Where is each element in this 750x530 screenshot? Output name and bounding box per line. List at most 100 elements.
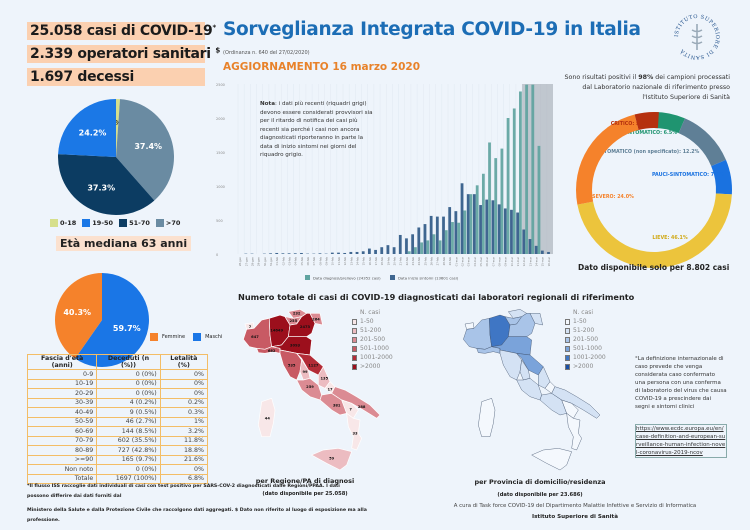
x-tick-label: 29-gen — [257, 257, 261, 266]
legend-label: 51-200 — [360, 327, 382, 334]
bar-diagnosis — [512, 108, 516, 254]
bar-symptom-onset — [510, 209, 513, 254]
bar-symptom-onset — [275, 252, 279, 254]
x-tick-label: 14-mar — [535, 256, 539, 266]
total-cases: 25.058 casi di COVID-19 — [30, 23, 213, 39]
table-row: >=90 165 (9.7%) 21.6% — [26, 454, 209, 465]
legend-swatch — [565, 345, 570, 352]
legend-swatch — [352, 345, 357, 352]
bar-symptom-onset — [374, 249, 377, 254]
table-row: Non noto 0 (0%) 0% — [26, 464, 209, 475]
x-tick-label: 01-mar — [454, 256, 458, 266]
bar-diagnosis — [457, 222, 461, 254]
x-tick-label: 12-feb — [343, 257, 347, 266]
table-cell: 21.6% — [159, 454, 209, 465]
x-tick-label: 19-feb — [386, 257, 390, 266]
bar-symptom-onset — [343, 252, 347, 254]
bar-symptom-onset — [337, 252, 340, 254]
bar-diagnosis — [494, 158, 498, 254]
table-row: Totale 1697 (100%) 6.8% — [26, 473, 209, 484]
bar-diagnosis — [537, 145, 541, 254]
table-cell: 46 (2.7%) — [96, 416, 161, 427]
sex-pie-chart: 59.7% 40.3% — [54, 273, 149, 367]
x-tick-label: 30-gen — [263, 257, 267, 266]
y-tick-label: 500 — [216, 219, 223, 223]
bar-symptom-onset — [516, 212, 520, 254]
legend-item: 1-50 — [565, 317, 606, 326]
x-tick-label: 10-feb — [331, 257, 335, 266]
region-map-caption: per Regione/PA di diagnosi — [255, 477, 355, 485]
x-tick-label: 13-mar — [528, 256, 532, 266]
y-tick-label: 2000 — [216, 117, 225, 121]
bar-diagnosis — [451, 222, 454, 254]
slice-label: 40.3% — [63, 308, 91, 317]
table-cell: 6.8% — [159, 473, 209, 484]
region-case-count: 2473 — [300, 325, 311, 329]
region-sardegna — [257, 397, 276, 437]
x-tick-label: 04-feb — [294, 257, 298, 266]
ordinance: (Ordinanza n. 640 del 27/02/2020) — [223, 50, 310, 56]
x-tick-label: 23-feb — [411, 257, 415, 266]
province-map — [463, 309, 600, 471]
region-sardegna — [478, 398, 496, 437]
pie-slice — [54, 273, 102, 359]
legend-label: 19-50 — [92, 219, 114, 227]
chart-note: Nota: i dati più recenti (riquadri grigi… — [260, 100, 375, 160]
iss-logo: ISTITUTO SUPERIORE DI SANITÀ — [674, 14, 720, 60]
footnote-mark: $ — [215, 46, 220, 55]
x-tick-label: 08-feb — [318, 257, 322, 266]
table-cell: 80-89 — [26, 445, 98, 456]
legend-title: N. casi — [360, 309, 381, 316]
legend-swatch — [390, 275, 395, 280]
bar-symptom-onset — [417, 227, 421, 254]
region-case-count: 381 — [333, 403, 341, 407]
province-map-caption: per Provincia di domicilio/residenza — [474, 478, 606, 486]
table-row: 20-29 0 (0%) 0% — [26, 388, 209, 399]
table-cell: 0 (0%) — [96, 378, 161, 389]
table-cell: 165 (9.7%) — [96, 454, 161, 465]
bar-diagnosis — [531, 84, 535, 255]
region-case-count: 682 — [268, 349, 276, 353]
legend-label: 51-200 — [573, 327, 595, 334]
legend-item: 1001-2000 — [565, 353, 606, 362]
legend-label: 201-500 — [573, 336, 599, 343]
region-case-count: 1127 — [308, 363, 319, 367]
x-tick-label: 20-feb — [393, 257, 397, 266]
bar-diagnosis — [519, 91, 522, 254]
bar-symptom-onset — [386, 245, 390, 254]
legend-swatch — [565, 318, 570, 325]
footnote-mark: * — [212, 23, 216, 32]
table-cell: 18.8% — [159, 445, 209, 456]
legend-swatch — [565, 327, 570, 334]
table-cell: >=90 — [26, 454, 98, 465]
y-tick-label: 0 — [216, 253, 218, 257]
region-case-count: 288 — [358, 405, 366, 409]
intro-pre: Sono risultati positivi il — [564, 74, 639, 81]
region-case-count: 99 — [302, 370, 308, 374]
region-sicilia — [531, 448, 572, 471]
legend-item: 51-70 — [119, 219, 150, 227]
table-cell: 60-69 — [26, 426, 98, 437]
legend-label: 1-50 — [573, 318, 587, 325]
bar-symptom-onset — [293, 253, 297, 254]
legend-swatch — [352, 336, 357, 343]
bar-symptom-onset — [361, 251, 365, 254]
ecdc-link[interactable]: https://www.ecdc.europa.eu/en/case-defin… — [635, 424, 727, 458]
table-cell: 0.2% — [159, 397, 209, 408]
x-tick-label: 12-mar — [522, 256, 526, 266]
note-text: : i dati più recenti (riquadri grigi) de… — [260, 101, 373, 158]
table-cell: 0.3% — [159, 407, 209, 418]
median-age: Età mediana 63 anni — [56, 236, 192, 251]
pie-slice — [116, 99, 121, 157]
credits: A cura di Task force COVID-19 del Dipart… — [453, 503, 697, 509]
health-workers: 2.339 operatori sanitari — [30, 46, 211, 62]
bar-symptom-onset — [442, 216, 445, 254]
region-case-count: 44 — [265, 417, 271, 421]
bar-diagnosis — [444, 230, 448, 254]
bar-symptom-onset — [269, 253, 272, 254]
legend-label: Data inizio sintomi (13601 casi) — [398, 276, 459, 281]
col-header: Letalità (%) — [159, 354, 209, 370]
table-cell: 0% — [159, 378, 209, 389]
bar-symptom-onset — [429, 215, 433, 254]
